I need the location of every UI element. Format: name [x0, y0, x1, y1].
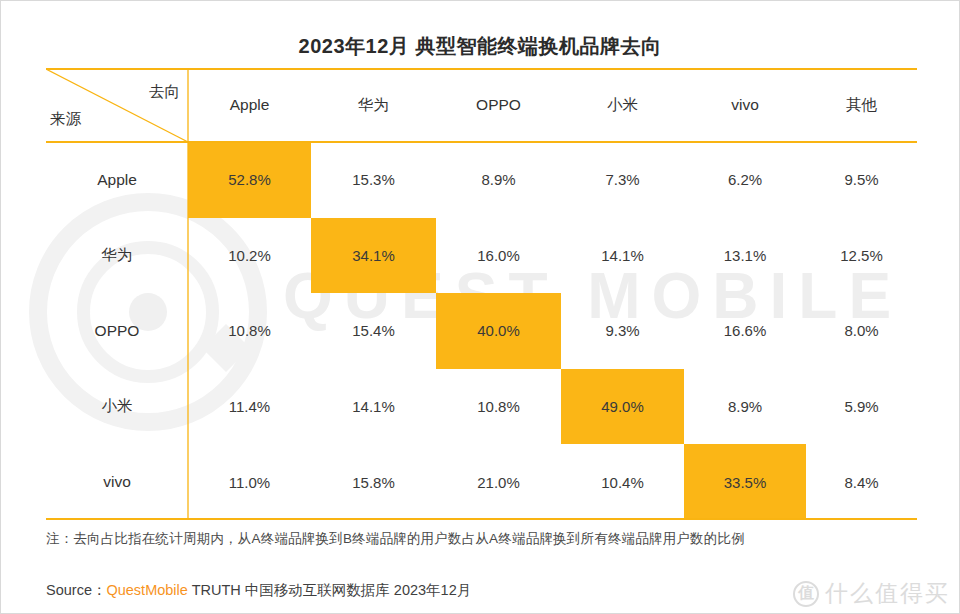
column-header-apple: Apple: [188, 68, 311, 142]
matrix-cell: 14.1%: [311, 369, 436, 445]
matrix-cell: 7.3%: [561, 142, 684, 218]
matrix-cell: 16.0%: [436, 218, 561, 294]
matrix-cell: 10.8%: [188, 293, 311, 369]
matrix-cell: 14.1%: [561, 218, 684, 294]
matrix-cell: 16.6%: [684, 293, 806, 369]
matrix-cell: 49.0%: [561, 369, 684, 445]
matrix-cell: 8.4%: [806, 444, 917, 520]
matrix-cell: 34.1%: [311, 218, 436, 294]
matrix-cell: 10.2%: [188, 218, 311, 294]
matrix-cell: 21.0%: [436, 444, 561, 520]
smzdm-watermark: 值 什么值得买: [793, 578, 950, 609]
source-line: Source：QuestMobile TRUTH 中国移动互联网数据库 2023…: [46, 581, 471, 600]
matrix-cell: 13.1%: [684, 218, 806, 294]
source-suffix: TRUTH 中国移动互联网数据库 2023年12月: [188, 582, 471, 598]
column-header-vivo: vivo: [684, 68, 806, 142]
matrix-cell: 33.5%: [684, 444, 806, 520]
row-label-huawei: 华为: [46, 218, 188, 294]
brand-switch-matrix: 去向 来源 Apple 华为 OPPO 小米 vivo 其他 Apple 52.…: [46, 68, 917, 520]
matrix-cell: 11.0%: [188, 444, 311, 520]
column-header-oppo: OPPO: [436, 68, 561, 142]
matrix-cell: 9.3%: [561, 293, 684, 369]
footnote: 注：去向占比指在统计周期内，从A终端品牌换到B终端品牌的用户数占从A终端品牌换到…: [46, 530, 916, 548]
column-header-xiaomi: 小米: [561, 68, 684, 142]
row-label-vivo: vivo: [46, 444, 188, 520]
smzdm-logo-icon: 值: [793, 581, 819, 607]
matrix-cell: 8.9%: [684, 369, 806, 445]
matrix-cell: 52.8%: [188, 142, 311, 218]
column-header-huawei: 华为: [311, 68, 436, 142]
source-prefix: Source：: [46, 582, 106, 598]
row-label-apple: Apple: [46, 142, 188, 218]
corner-cell: 去向 来源: [46, 68, 188, 142]
matrix-cell: 10.8%: [436, 369, 561, 445]
matrix-cell: 9.5%: [806, 142, 917, 218]
matrix-cell: 40.0%: [436, 293, 561, 369]
matrix-cell: 11.4%: [188, 369, 311, 445]
report-slide: QUEST MOBILE 值 什么值得买 2023年12月 典型智能终端换机品牌…: [0, 0, 960, 614]
smzdm-watermark-text: 什么值得买: [825, 578, 950, 609]
matrix-cell: 15.4%: [311, 293, 436, 369]
row-label-oppo: OPPO: [46, 293, 188, 369]
row-label-xiaomi: 小米: [46, 369, 188, 445]
matrix-cell: 15.3%: [311, 142, 436, 218]
column-header-other: 其他: [806, 68, 917, 142]
source-brand: QuestMobile: [106, 582, 187, 598]
matrix-cell: 10.4%: [561, 444, 684, 520]
source-axis-label: 来源: [50, 109, 81, 130]
matrix-cell: 8.0%: [806, 293, 917, 369]
matrix-cell: 6.2%: [684, 142, 806, 218]
matrix-cell: 8.9%: [436, 142, 561, 218]
matrix-cell: 5.9%: [806, 369, 917, 445]
destination-axis-label: 去向: [149, 82, 180, 103]
page-title: 2023年12月 典型智能终端换机品牌去向: [1, 33, 959, 60]
matrix-cell: 15.8%: [311, 444, 436, 520]
matrix-cell: 12.5%: [806, 218, 917, 294]
